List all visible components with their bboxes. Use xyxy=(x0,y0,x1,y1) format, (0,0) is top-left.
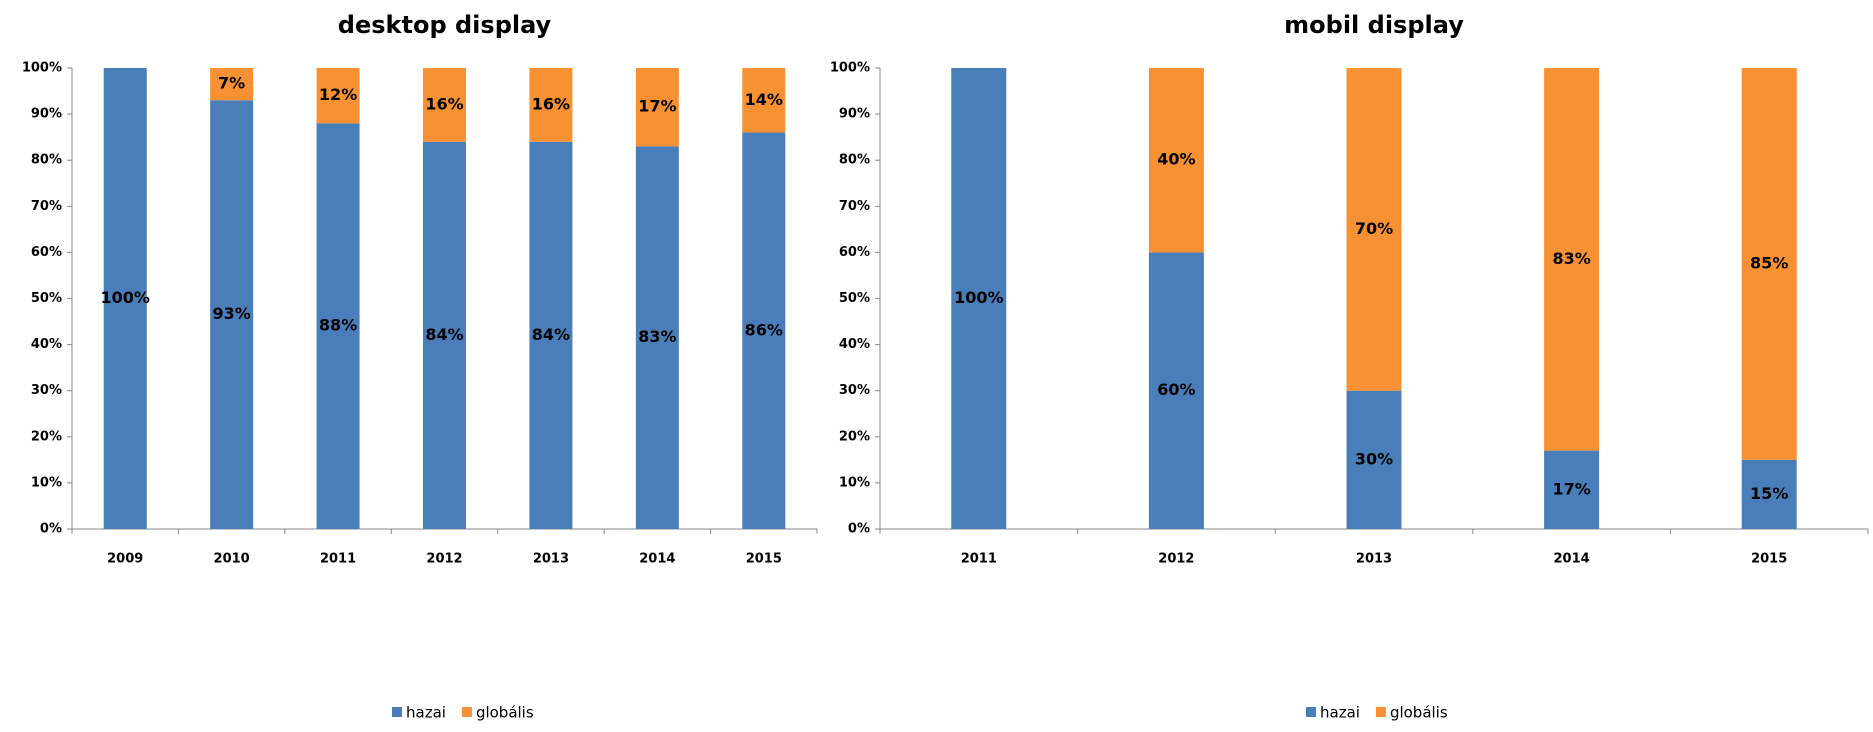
y-tick-label: 10% xyxy=(31,475,62,490)
x-tick-label: 2014 xyxy=(1554,552,1590,567)
y-tick-label: 50% xyxy=(31,291,62,306)
legend-label: hazai xyxy=(1320,704,1360,722)
legend-swatch xyxy=(392,707,402,717)
data-label: 60% xyxy=(1157,380,1195,399)
bar-segment xyxy=(1346,390,1402,529)
bar-segment xyxy=(1148,68,1204,253)
y-tick-label: 60% xyxy=(839,245,870,260)
bar-segment xyxy=(1544,68,1600,451)
data-label: 15% xyxy=(1750,484,1788,503)
y-tick-label: 0% xyxy=(40,522,62,537)
bar-segment xyxy=(529,68,573,142)
y-tick-label: 30% xyxy=(31,383,62,398)
y-tick-label: 20% xyxy=(839,429,870,444)
y-tick-label: 10% xyxy=(839,475,870,490)
bar-segment xyxy=(316,68,360,124)
x-tick-label: 2009 xyxy=(107,552,143,567)
x-tick-label: 2011 xyxy=(320,552,356,567)
x-tick-label: 2010 xyxy=(214,552,250,567)
x-tick-label: 2015 xyxy=(1751,552,1787,567)
data-label: 16% xyxy=(532,94,570,113)
data-label: 84% xyxy=(425,325,463,344)
bar-segment xyxy=(635,68,679,147)
chart-title: mobil display xyxy=(1284,11,1464,39)
y-tick-label: 90% xyxy=(839,107,870,122)
chart-title: desktop display xyxy=(338,11,552,39)
y-tick-label: 50% xyxy=(839,291,870,306)
data-label: 88% xyxy=(319,316,357,335)
y-tick-label: 20% xyxy=(31,429,62,444)
y-tick-label: 100% xyxy=(830,61,870,76)
y-tick-label: 40% xyxy=(31,337,62,352)
x-tick-label: 2013 xyxy=(1356,552,1392,567)
data-label: 17% xyxy=(1552,479,1590,498)
legend-label: globális xyxy=(1390,704,1448,722)
bar-segment xyxy=(951,68,1007,529)
bar-segment xyxy=(210,100,254,530)
y-tick-label: 90% xyxy=(31,107,62,122)
y-tick-label: 30% xyxy=(839,383,870,398)
x-tick-label: 2015 xyxy=(746,552,782,567)
bar-segment xyxy=(103,68,147,529)
data-label: 100% xyxy=(100,288,149,307)
y-tick-label: 70% xyxy=(839,199,870,214)
y-tick-label: 70% xyxy=(31,199,62,214)
y-tick-label: 60% xyxy=(31,245,62,260)
legend-swatch xyxy=(1375,707,1386,717)
data-label: 17% xyxy=(638,97,676,116)
legend-swatch xyxy=(461,707,472,717)
data-label: 93% xyxy=(212,304,250,323)
bar-segment xyxy=(1741,459,1797,529)
data-label: 12% xyxy=(319,85,357,104)
bar-segment xyxy=(1544,450,1600,529)
legend-swatch xyxy=(1306,707,1316,717)
x-tick-label: 2012 xyxy=(1158,552,1194,567)
bar-segment xyxy=(1148,252,1204,529)
x-tick-label: 2011 xyxy=(961,552,997,567)
x-tick-label: 2013 xyxy=(533,552,569,567)
data-label: 84% xyxy=(532,325,570,344)
bar-segment xyxy=(635,146,679,529)
legend-label: globális xyxy=(476,704,534,722)
data-label: 14% xyxy=(745,90,783,109)
y-tick-label: 80% xyxy=(839,153,870,168)
data-label: 86% xyxy=(745,320,783,339)
data-label: 70% xyxy=(1355,219,1393,238)
bar-segment xyxy=(742,132,786,530)
bar-segment xyxy=(529,141,573,529)
y-tick-label: 100% xyxy=(22,61,62,76)
bar-segment xyxy=(423,68,466,142)
bar-segment xyxy=(316,123,360,529)
legend-label: hazai xyxy=(406,704,446,722)
data-label: 30% xyxy=(1355,449,1393,468)
bar-segment xyxy=(210,68,254,101)
bar-segment xyxy=(742,68,786,133)
bar-segment xyxy=(1346,68,1402,391)
data-label: 83% xyxy=(638,327,676,346)
x-tick-label: 2014 xyxy=(639,552,675,567)
x-tick-label: 2012 xyxy=(426,552,462,567)
bar-segment xyxy=(423,141,466,529)
data-label: 85% xyxy=(1750,253,1788,272)
data-label: 7% xyxy=(218,74,245,93)
data-label: 16% xyxy=(425,94,463,113)
y-tick-label: 80% xyxy=(31,153,62,168)
bar-segment xyxy=(1741,68,1797,460)
data-label: 100% xyxy=(954,288,1003,307)
data-label: 83% xyxy=(1552,249,1590,268)
y-tick-label: 0% xyxy=(848,522,870,537)
y-tick-label: 40% xyxy=(839,337,870,352)
data-label: 40% xyxy=(1157,150,1195,169)
